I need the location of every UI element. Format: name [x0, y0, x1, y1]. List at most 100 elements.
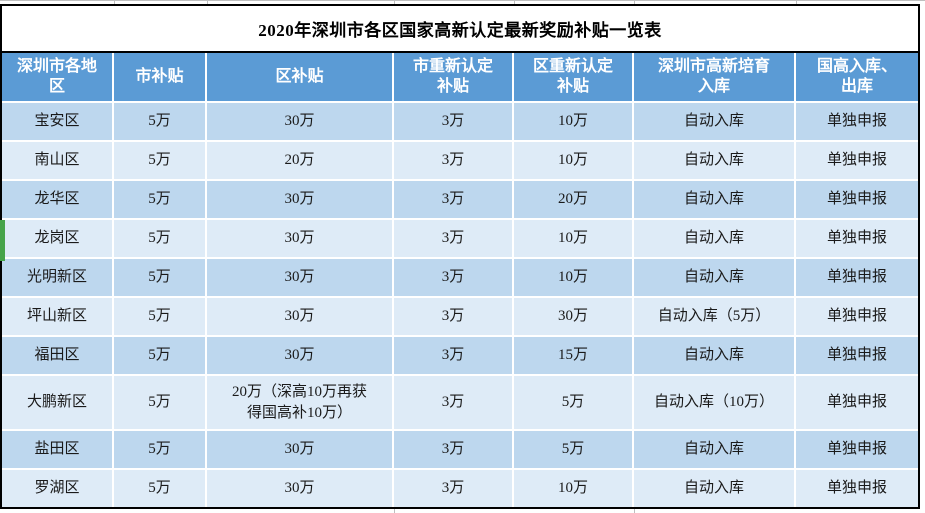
- table-row: 光明新区 5万 30万 3万 10万 自动入库 单独申报: [1, 257, 919, 298]
- district-recert-cell[interactable]: 10万: [512, 101, 634, 142]
- district-subsidy-cell[interactable]: 30万: [205, 335, 394, 376]
- cultivation-cell[interactable]: 自动入库: [632, 257, 796, 298]
- gridline-tick: [394, 0, 395, 4]
- table-row: 罗湖区 5万 30万 3万 10万 自动入库 单独申报: [1, 468, 919, 508]
- table-row: 宝安区 5万 30万 3万 10万 自动入库 单独申报: [1, 101, 919, 142]
- district-cell[interactable]: 光明新区: [1, 257, 114, 298]
- city-recert-cell[interactable]: 3万: [392, 101, 514, 142]
- cultivation-cell[interactable]: 自动入库: [632, 429, 796, 470]
- subsidy-grid: 深圳市各地 区 市补贴 区补贴 市重新认定 补贴 区重新认定 补贴 深圳市高新培…: [1, 52, 919, 508]
- district-recert-cell[interactable]: 20万: [512, 179, 634, 220]
- cultivation-cell[interactable]: 自动入库（10万）: [632, 374, 796, 431]
- district-recert-cell[interactable]: 15万: [512, 335, 634, 376]
- district-subsidy-cell[interactable]: 20万: [205, 140, 394, 181]
- cultivation-cell[interactable]: 自动入库: [632, 101, 796, 142]
- gridline-tick: [207, 0, 208, 4]
- district-recert-cell[interactable]: 30万: [512, 296, 634, 337]
- column-header-cultivation[interactable]: 深圳市高新培育 入库: [632, 52, 796, 103]
- district-cell[interactable]: 南山区: [1, 140, 114, 181]
- gridline-tick: [114, 0, 115, 4]
- city-recert-cell[interactable]: 3万: [392, 179, 514, 220]
- district-subsidy-cell[interactable]: 30万: [205, 179, 394, 220]
- district-subsidy-cell[interactable]: 30万: [205, 218, 394, 259]
- district-cell[interactable]: 宝安区: [1, 101, 114, 142]
- gridline: [0, 0, 925, 1]
- header-row: 深圳市各地 区 市补贴 区补贴 市重新认定 补贴 区重新认定 补贴 深圳市高新培…: [1, 52, 919, 103]
- city-subsidy-cell[interactable]: 5万: [112, 257, 207, 298]
- column-header-city-subsidy[interactable]: 市补贴: [112, 52, 207, 103]
- city-subsidy-cell[interactable]: 5万: [112, 335, 207, 376]
- city-subsidy-cell[interactable]: 5万: [112, 296, 207, 337]
- table-title[interactable]: 2020年深圳市各区国家高新认定最新奖励补贴一览表: [2, 6, 918, 53]
- table-row: 大鹏新区 5万 20万（深高10万再获得国高补10万） 3万 5万 自动入库（10万） 单独…: [1, 374, 919, 431]
- city-subsidy-cell[interactable]: 5万: [112, 179, 207, 220]
- city-recert-cell[interactable]: 3万: [392, 335, 514, 376]
- table-row: 坪山新区 5万 30万 3万 30万 自动入库（5万） 单独申报: [1, 296, 919, 337]
- district-subsidy-cell[interactable]: 30万: [205, 468, 394, 508]
- cultivation-cell[interactable]: 自动入库: [632, 468, 796, 508]
- city-subsidy-cell[interactable]: 5万: [112, 140, 207, 181]
- national-entry-cell[interactable]: 单独申报: [794, 179, 919, 220]
- district-subsidy-cell[interactable]: 30万: [205, 101, 394, 142]
- table-row: 南山区 5万 20万 3万 10万 自动入库 单独申报: [1, 140, 919, 181]
- district-subsidy-cell[interactable]: 30万: [205, 296, 394, 337]
- city-subsidy-cell[interactable]: 5万: [112, 374, 207, 431]
- national-entry-cell[interactable]: 单独申报: [794, 335, 919, 376]
- city-recert-cell[interactable]: 3万: [392, 296, 514, 337]
- city-recert-cell[interactable]: 3万: [392, 140, 514, 181]
- city-recert-cell[interactable]: 3万: [392, 468, 514, 508]
- city-subsidy-cell[interactable]: 5万: [112, 101, 207, 142]
- cultivation-cell[interactable]: 自动入库（5万）: [632, 296, 796, 337]
- district-recert-cell[interactable]: 10万: [512, 218, 634, 259]
- cultivation-cell[interactable]: 自动入库: [632, 179, 796, 220]
- column-header-district[interactable]: 深圳市各地 区: [1, 52, 114, 103]
- national-entry-cell[interactable]: 单独申报: [794, 140, 919, 181]
- city-recert-cell[interactable]: 3万: [392, 257, 514, 298]
- city-subsidy-cell[interactable]: 5万: [112, 429, 207, 470]
- column-header-city-recert[interactable]: 市重新认定 补贴: [392, 52, 514, 103]
- district-cell[interactable]: 大鹏新区: [1, 374, 114, 431]
- district-recert-cell[interactable]: 10万: [512, 257, 634, 298]
- gridline-tick: [514, 0, 515, 4]
- row-highlight-marker: [0, 220, 5, 261]
- gridline-tick: [634, 507, 635, 513]
- district-cell[interactable]: 龙岗区: [1, 218, 114, 259]
- national-entry-cell[interactable]: 单独申报: [794, 468, 919, 508]
- district-subsidy-cell[interactable]: 20万（深高10万再获得国高补10万）: [205, 374, 394, 431]
- district-recert-cell[interactable]: 10万: [512, 140, 634, 181]
- national-entry-cell[interactable]: 单独申报: [794, 101, 919, 142]
- district-subsidy-cell[interactable]: 30万: [205, 257, 394, 298]
- national-entry-cell[interactable]: 单独申报: [794, 218, 919, 259]
- table-row: 龙华区 5万 30万 3万 20万 自动入库 单独申报: [1, 179, 919, 220]
- cultivation-cell[interactable]: 自动入库: [632, 218, 796, 259]
- column-header-national-entry[interactable]: 国高入库、 出库: [794, 52, 919, 103]
- district-subsidy-cell[interactable]: 30万: [205, 429, 394, 470]
- district-cell[interactable]: 罗湖区: [1, 468, 114, 508]
- national-entry-cell[interactable]: 单独申报: [794, 257, 919, 298]
- city-subsidy-cell[interactable]: 5万: [112, 468, 207, 508]
- district-cell[interactable]: 福田区: [1, 335, 114, 376]
- gridline-tick: [796, 0, 797, 4]
- gridline-tick: [394, 507, 395, 513]
- national-entry-cell[interactable]: 单独申报: [794, 374, 919, 431]
- column-header-district-subsidy[interactable]: 区补贴: [205, 52, 394, 103]
- district-cell[interactable]: 龙华区: [1, 179, 114, 220]
- district-recert-cell[interactable]: 5万: [512, 374, 634, 431]
- national-entry-cell[interactable]: 单独申报: [794, 296, 919, 337]
- gridline-tick: [634, 0, 635, 4]
- column-header-district-recert[interactable]: 区重新认定 补贴: [512, 52, 634, 103]
- city-recert-cell[interactable]: 3万: [392, 374, 514, 431]
- district-cell[interactable]: 坪山新区: [1, 296, 114, 337]
- district-recert-cell[interactable]: 5万: [512, 429, 634, 470]
- city-recert-cell[interactable]: 3万: [392, 429, 514, 470]
- cultivation-cell[interactable]: 自动入库: [632, 335, 796, 376]
- city-subsidy-cell[interactable]: 5万: [112, 218, 207, 259]
- city-recert-cell[interactable]: 3万: [392, 218, 514, 259]
- table-body: 宝安区 5万 30万 3万 10万 自动入库 单独申报 南山区 5万 20万 3万 10万 自动入库 单独…: [1, 101, 919, 508]
- table-row: 福田区 5万 30万 3万 15万 自动入库 单独申报: [1, 335, 919, 376]
- district-recert-cell[interactable]: 10万: [512, 468, 634, 508]
- national-entry-cell[interactable]: 单独申报: [794, 429, 919, 470]
- cultivation-cell[interactable]: 自动入库: [632, 140, 796, 181]
- district-cell[interactable]: 盐田区: [1, 429, 114, 470]
